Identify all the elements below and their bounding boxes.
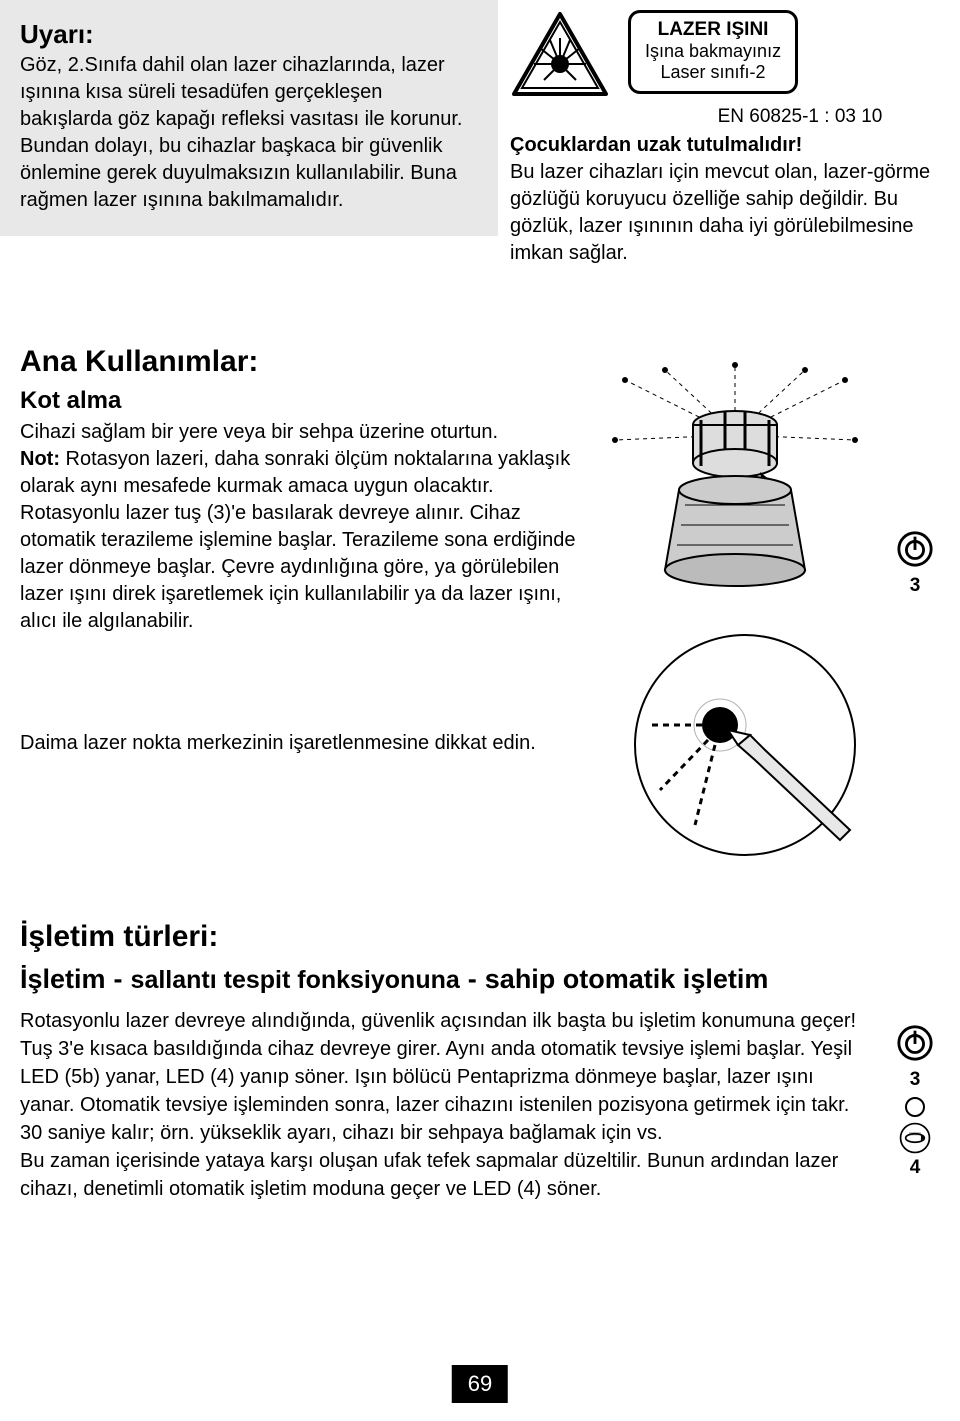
power-icon xyxy=(896,1024,934,1062)
page-number: 69 xyxy=(452,1365,508,1403)
note-label: Not: xyxy=(20,448,60,470)
laser-warning-triangle-icon xyxy=(510,10,610,100)
kot-alma-heading: Kot alma xyxy=(20,387,585,415)
op-row-d: - xyxy=(468,964,477,995)
side-icons-column: 3 4 xyxy=(893,1024,937,1179)
op-row-e: sahip otomatik işletim xyxy=(485,964,769,995)
op-types-heading: İşletim türleri: xyxy=(20,920,870,954)
en-standard: EN 60825-1 : 03 10 xyxy=(660,106,940,128)
op-body: Rotasyonlu lazer devreye alındığında, gü… xyxy=(20,1007,870,1203)
main-uses-section: Ana Kullanımlar: Kot alma Cihazi sağlam … xyxy=(20,345,585,635)
led-indicator-icon xyxy=(905,1097,925,1117)
power-label-3: 3 xyxy=(893,575,937,597)
op-row-b: - xyxy=(114,964,123,995)
power-icon xyxy=(896,530,934,568)
mark-center-note: Daima lazer nokta merkezinin işaretlenme… xyxy=(20,730,560,757)
op-heading-row: İşletim - sallantı tespit fonksiyonuna -… xyxy=(20,964,870,995)
operation-types-section: İşletim türleri: İşletim - sallantı tesp… xyxy=(20,920,870,1203)
main-uses-heading: Ana Kullanımlar: xyxy=(20,345,585,379)
warning-body: Göz, 2.Sınıfa dahil olan lazer cihazları… xyxy=(20,52,478,214)
note-body: Rotasyon lazeri, daha sonraki ölçüm nokt… xyxy=(20,448,570,497)
label-line2: Işına bakmayınız xyxy=(645,41,781,62)
keep-away-children: Çocuklardan uzak tutulmalıdır! xyxy=(510,132,940,159)
power-label-3b: 3 xyxy=(893,1069,937,1091)
right-column: LAZER IŞINI Işına bakmayınız Laser sınıf… xyxy=(510,10,940,267)
main-uses-line1: Cihazi sağlam bir yere veya bir sehpa üz… xyxy=(20,419,585,446)
warning-title: Uyarı: xyxy=(20,18,478,52)
op-row-c: sallantı tespit fonksiyonuna xyxy=(131,966,460,995)
label-line1: LAZER IŞINI xyxy=(645,19,781,41)
label-line3: Laser sınıfı-2 xyxy=(645,62,781,83)
op-row-a: İşletim xyxy=(20,964,106,995)
warning-box: Uyarı: Göz, 2.Sınıfa dahil olan lazer ci… xyxy=(0,0,498,236)
laser-label-box: LAZER IŞINI Işına bakmayınız Laser sınıf… xyxy=(628,10,798,94)
rotary-laser-device-icon xyxy=(605,360,865,600)
laser-dot-marking-icon xyxy=(630,630,860,860)
rotation-icon xyxy=(898,1121,932,1155)
power-icon-group-1: 3 xyxy=(893,530,937,597)
right-body: Bu lazer cihazları için mevcut olan, laz… xyxy=(510,159,940,267)
led-label-4: 4 xyxy=(893,1157,937,1179)
main-uses-body2: Rotasyonlu lazer tuş (3)'e basılarak dev… xyxy=(20,500,585,635)
main-uses-note: Not: Rotasyon lazeri, daha sonraki ölçüm… xyxy=(20,446,585,500)
icons-row: LAZER IŞINI Işına bakmayınız Laser sınıf… xyxy=(510,10,940,100)
